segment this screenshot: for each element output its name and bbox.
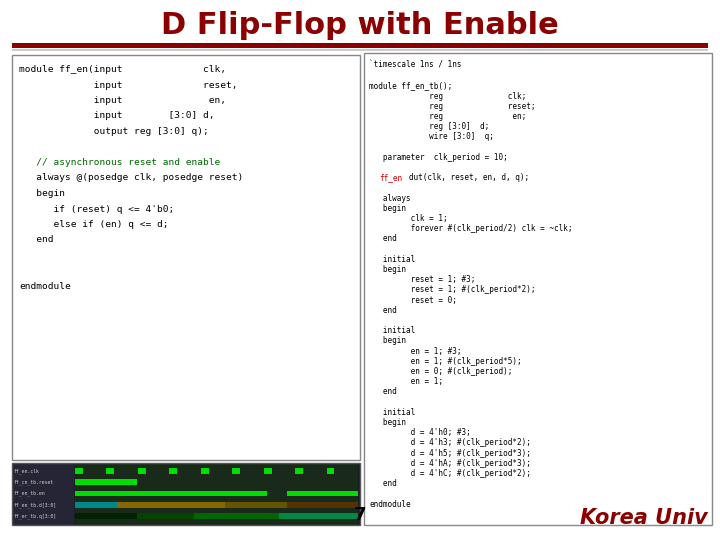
Text: reg              clk;: reg clk; xyxy=(369,92,526,100)
Text: d = 4'h0; #3;: d = 4'h0; #3; xyxy=(369,428,471,437)
Text: input              reset,: input reset, xyxy=(19,80,238,90)
Bar xyxy=(75,513,138,519)
Text: en = 1;: en = 1; xyxy=(369,377,443,386)
Text: ff_er_tb.q[3:0]: ff_er_tb.q[3:0] xyxy=(14,513,57,519)
Text: begin: begin xyxy=(369,336,406,346)
Bar xyxy=(233,468,240,474)
Text: en = 1; #(clk_period*5);: en = 1; #(clk_period*5); xyxy=(369,357,521,366)
Text: ff_en: ff_en xyxy=(379,173,402,182)
Bar xyxy=(194,513,279,519)
Text: d = 4'hA; #(clk_period*3);: d = 4'hA; #(clk_period*3); xyxy=(369,459,531,468)
Text: Korea Univ: Korea Univ xyxy=(580,508,708,528)
Text: begin: begin xyxy=(369,265,406,274)
Text: end: end xyxy=(369,306,397,315)
Text: initial: initial xyxy=(369,408,415,417)
Text: `timescale 1ns / 1ns: `timescale 1ns / 1ns xyxy=(369,61,462,70)
Text: endmodule: endmodule xyxy=(19,282,71,291)
Bar xyxy=(201,468,209,474)
Text: begin: begin xyxy=(369,418,406,427)
Text: end: end xyxy=(369,479,397,488)
Text: end: end xyxy=(369,234,397,244)
Bar xyxy=(12,463,360,525)
Bar xyxy=(287,502,358,508)
Text: module ff_en(input              clk,: module ff_en(input clk, xyxy=(19,65,226,74)
Text: D Flip-Flop with Enable: D Flip-Flop with Enable xyxy=(161,10,559,39)
Text: parameter  clk_period = 10;: parameter clk_period = 10; xyxy=(369,153,508,162)
Bar xyxy=(12,463,74,525)
Text: d = 4'h5; #(clk_period*3);: d = 4'h5; #(clk_period*3); xyxy=(369,449,531,457)
Text: clk = 1;: clk = 1; xyxy=(369,214,448,223)
Bar xyxy=(12,43,708,48)
Text: module ff_en_tb();: module ff_en_tb(); xyxy=(369,82,452,90)
Bar xyxy=(327,468,334,474)
Bar xyxy=(138,513,194,519)
Text: en = 0; #(clk_period);: en = 0; #(clk_period); xyxy=(369,367,513,376)
Text: dut(clk, reset, en, d, q);: dut(clk, reset, en, d, q); xyxy=(395,173,530,182)
Text: input        [3:0] d,: input [3:0] d, xyxy=(19,111,215,120)
Bar xyxy=(138,468,145,474)
Text: d = 4'h3; #(clk_period*2);: d = 4'h3; #(clk_period*2); xyxy=(369,438,531,448)
Text: reg               en;: reg en; xyxy=(369,112,526,121)
Text: input               en,: input en, xyxy=(19,96,226,105)
Text: en = 1; #3;: en = 1; #3; xyxy=(369,347,462,356)
Text: endmodule: endmodule xyxy=(369,500,410,509)
Bar xyxy=(75,502,117,508)
Text: ff_en_tb.en: ff_en_tb.en xyxy=(14,491,45,496)
Bar xyxy=(75,463,358,525)
Text: initial: initial xyxy=(369,255,415,264)
Bar xyxy=(75,480,138,485)
Text: always @(posedge clk, posedge reset): always @(posedge clk, posedge reset) xyxy=(19,173,243,183)
Bar xyxy=(75,468,83,474)
Bar xyxy=(264,468,271,474)
Bar xyxy=(295,468,303,474)
Text: forever #(clk_period/2) clk = ~clk;: forever #(clk_period/2) clk = ~clk; xyxy=(369,224,572,233)
Text: d = 4'hC; #(clk_period*2);: d = 4'hC; #(clk_period*2); xyxy=(369,469,531,478)
Bar xyxy=(107,468,114,474)
Text: ff_en.clk: ff_en.clk xyxy=(14,468,40,474)
Text: reg              reset;: reg reset; xyxy=(369,102,536,111)
Text: // asynchronous reset and enable: // asynchronous reset and enable xyxy=(19,158,220,167)
Bar xyxy=(168,502,225,508)
Text: begin: begin xyxy=(19,189,65,198)
Bar xyxy=(169,468,177,474)
Text: always: always xyxy=(369,194,410,202)
Bar xyxy=(12,55,360,460)
Text: end: end xyxy=(369,387,397,396)
Bar xyxy=(75,491,267,496)
Text: begin: begin xyxy=(369,204,406,213)
Text: reg [3:0]  d;: reg [3:0] d; xyxy=(369,122,490,131)
Text: if (reset) q <= 4'b0;: if (reset) q <= 4'b0; xyxy=(19,205,174,213)
Text: output reg [3:0] q);: output reg [3:0] q); xyxy=(19,127,209,136)
Text: else if (en) q <= d;: else if (en) q <= d; xyxy=(19,220,168,229)
Text: ff_en_tb.d[3:0]: ff_en_tb.d[3:0] xyxy=(14,502,57,508)
Text: reset = 1; #3;: reset = 1; #3; xyxy=(369,275,475,284)
Text: end: end xyxy=(19,235,53,245)
Bar xyxy=(12,463,360,525)
Text: reset = 1; #(clk_period*2);: reset = 1; #(clk_period*2); xyxy=(369,286,536,294)
Text: initial: initial xyxy=(369,326,415,335)
Text: ff_cn_tb.reset: ff_cn_tb.reset xyxy=(14,480,54,485)
Bar xyxy=(279,513,358,519)
Bar xyxy=(287,491,358,496)
Bar xyxy=(225,502,287,508)
Bar xyxy=(117,502,168,508)
Text: wire [3:0]  q;: wire [3:0] q; xyxy=(369,132,494,141)
Text: 7: 7 xyxy=(354,506,366,524)
Bar xyxy=(364,53,712,525)
Bar xyxy=(12,49,708,51)
Text: reset = 0;: reset = 0; xyxy=(369,295,457,305)
